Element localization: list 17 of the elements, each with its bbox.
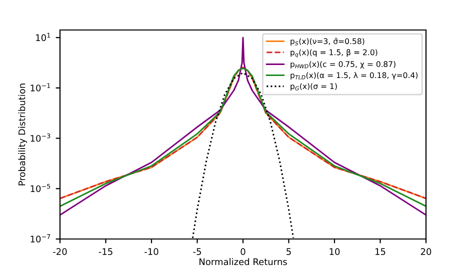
x-tick-label: -10 bbox=[144, 248, 158, 256]
x-tick-label: -15 bbox=[98, 248, 112, 256]
y-axis-title: Probability Distribution bbox=[18, 84, 27, 186]
y-tick-label: 10$^{−5}$ bbox=[30, 184, 50, 192]
line-series bbox=[60, 36, 426, 216]
x-axis-title: Normalized Returns bbox=[200, 258, 287, 266]
y-tick-label: 10$^{−7}$ bbox=[30, 234, 50, 242]
x-tick-label: 5 bbox=[286, 248, 291, 256]
y-tick-label: 10$^{1}$ bbox=[36, 32, 50, 42]
x-tick-label: 20 bbox=[420, 248, 432, 256]
x-tick-label: 10 bbox=[330, 248, 340, 256]
y-tick-label: 10$^{−1}$ bbox=[30, 83, 50, 92]
x-tick-label: -20 bbox=[53, 248, 67, 256]
x-tick-label: 0 bbox=[240, 248, 246, 256]
x-tick-label: -5 bbox=[193, 248, 201, 256]
y-tick-label: 10$^{−3}$ bbox=[30, 134, 50, 142]
x-tick-label: 15 bbox=[376, 248, 386, 256]
